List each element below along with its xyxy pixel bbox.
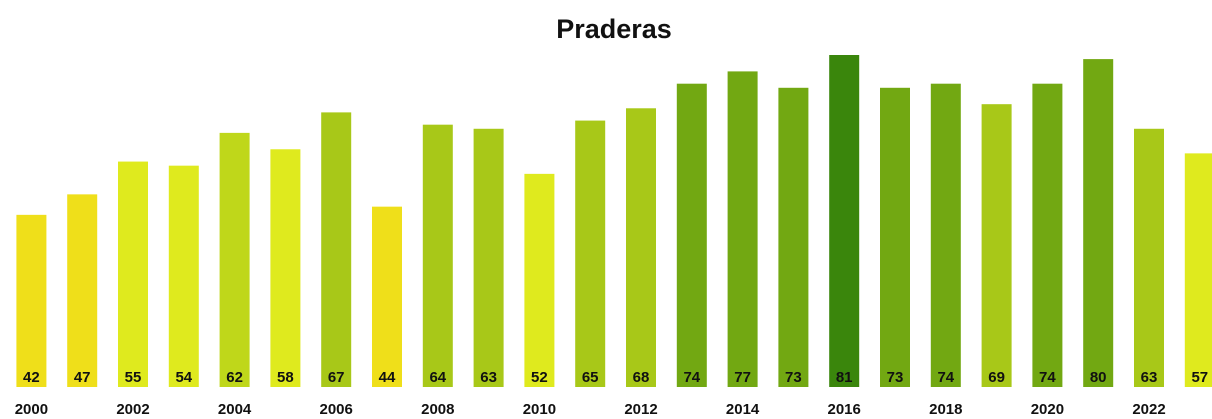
bar bbox=[1032, 83, 1063, 388]
value-label: 62 bbox=[226, 369, 243, 386]
x-tick-label: 2022 bbox=[1132, 401, 1165, 418]
bar bbox=[981, 104, 1012, 388]
bar bbox=[168, 165, 199, 387]
value-label: 63 bbox=[480, 369, 497, 386]
x-tick-label: 2006 bbox=[320, 401, 353, 418]
value-label: 74 bbox=[683, 369, 700, 386]
x-tick-label: 2018 bbox=[929, 401, 962, 418]
bar bbox=[16, 214, 47, 387]
x-tick-label: 2000 bbox=[15, 401, 48, 418]
bar bbox=[1184, 153, 1212, 387]
bar bbox=[1083, 59, 1114, 388]
value-label: 57 bbox=[1191, 369, 1208, 386]
x-tick-label: 2010 bbox=[523, 401, 556, 418]
value-label: 58 bbox=[277, 369, 294, 386]
chart-title: Praderas bbox=[556, 14, 672, 44]
value-label: 63 bbox=[1141, 369, 1158, 386]
bar bbox=[372, 206, 402, 387]
value-label: 68 bbox=[633, 369, 650, 386]
bar bbox=[575, 120, 606, 387]
bar bbox=[524, 173, 555, 387]
value-label: 52 bbox=[531, 369, 548, 386]
value-label: 65 bbox=[582, 369, 599, 386]
x-tick-label: 2004 bbox=[218, 401, 252, 418]
bar bbox=[473, 128, 504, 387]
value-label: 42 bbox=[23, 369, 40, 386]
value-label: 47 bbox=[74, 369, 91, 386]
value-label: 80 bbox=[1090, 369, 1107, 386]
value-label: 73 bbox=[887, 369, 904, 386]
bar bbox=[321, 112, 352, 387]
bar bbox=[219, 132, 250, 387]
x-tick-label: 2020 bbox=[1031, 401, 1064, 418]
bar bbox=[422, 124, 453, 387]
value-label: 54 bbox=[175, 369, 192, 386]
bar bbox=[880, 87, 910, 387]
x-tick-label: 2016 bbox=[828, 401, 861, 418]
value-label: 44 bbox=[379, 369, 396, 386]
bar bbox=[270, 149, 301, 387]
value-label: 55 bbox=[125, 369, 142, 386]
bar bbox=[829, 55, 860, 387]
value-label: 77 bbox=[734, 369, 751, 386]
value-label: 64 bbox=[429, 369, 446, 386]
x-tick-label: 2002 bbox=[116, 401, 149, 418]
bar bbox=[727, 71, 758, 387]
bar bbox=[1134, 128, 1164, 387]
bar bbox=[930, 83, 961, 388]
value-label: 67 bbox=[328, 369, 345, 386]
bar bbox=[67, 194, 98, 387]
x-tick-label: 2012 bbox=[624, 401, 657, 418]
value-label: 74 bbox=[937, 369, 954, 386]
x-tick-label: 2008 bbox=[421, 401, 454, 418]
value-label: 69 bbox=[988, 369, 1005, 386]
bar bbox=[626, 108, 656, 388]
value-label: 73 bbox=[785, 369, 802, 386]
value-label: 74 bbox=[1039, 369, 1056, 386]
x-tick-label: 2014 bbox=[726, 401, 760, 418]
bar bbox=[778, 87, 809, 387]
value-label: 81 bbox=[836, 369, 853, 386]
bar bbox=[676, 83, 707, 388]
bar bbox=[118, 161, 148, 387]
